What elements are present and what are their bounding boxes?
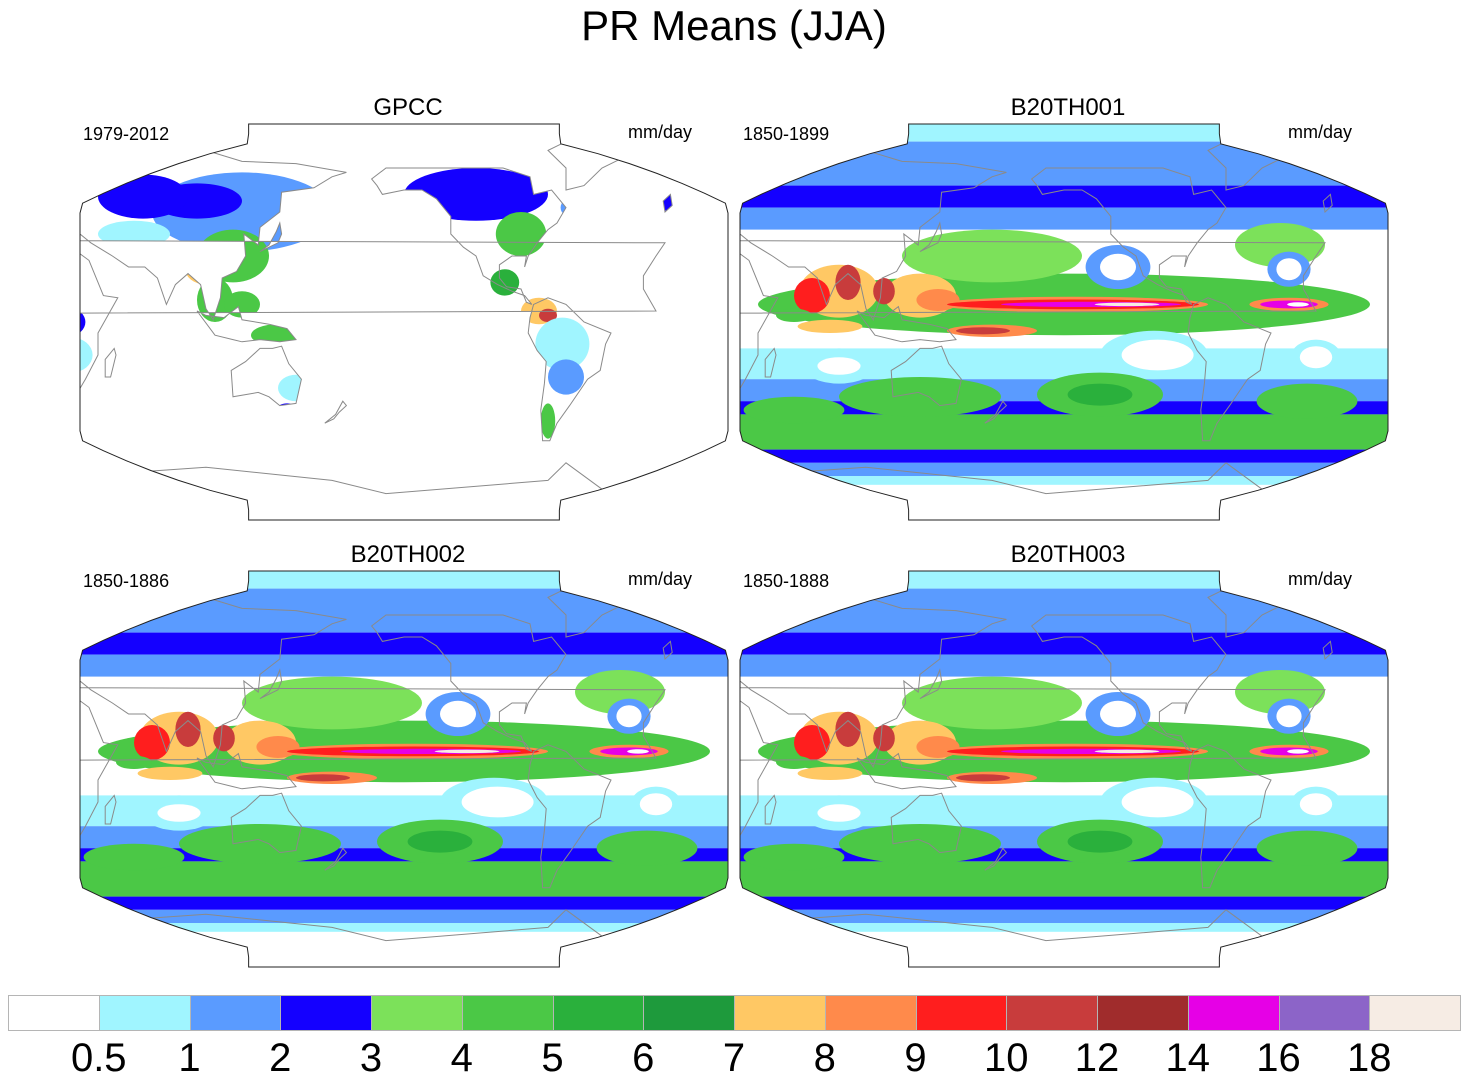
period-label: 1850-1888: [743, 571, 830, 591]
colorbar-tick-label: 5: [541, 1036, 564, 1080]
panel-title: B20TH003: [1010, 541, 1126, 568]
colorbar-tick-label: 0.5: [70, 1036, 127, 1080]
units-label: mm/day: [1288, 122, 1353, 142]
panel-b20th003: B20TH003 1850-1888 mm/day: [738, 541, 1398, 981]
panel-gpcc: GPCC 1979-2012 mm/day: [78, 94, 738, 534]
colorbar-tick-label: 6: [632, 1036, 655, 1080]
colorbar-box: [552, 995, 644, 1031]
colorbar-tick-label: 8: [813, 1036, 836, 1080]
colorbar-box: [371, 995, 462, 1031]
colorbar-box: [643, 995, 734, 1031]
colorbar-box: [98, 995, 190, 1031]
colorbar-box: [1187, 995, 1279, 1031]
period-label: 1979-2012: [83, 124, 170, 144]
panel-title: B20TH001: [1010, 94, 1126, 121]
colorbar-tick-label: 4: [450, 1036, 473, 1080]
units-label: mm/day: [628, 122, 693, 142]
colorbar-tick-label: 7: [722, 1036, 746, 1080]
units-label: mm/day: [1288, 569, 1353, 589]
colorbar-box: [461, 995, 553, 1031]
period-label: 1850-1899: [743, 124, 830, 144]
colorbar: [8, 995, 1461, 1031]
colorbar-tick-label: 2: [269, 1036, 292, 1080]
colorbar-box: [1369, 995, 1461, 1031]
colorbar-box: [280, 995, 371, 1031]
colorbar-tick-label: 10: [984, 1036, 1029, 1080]
colorbar-tick-label: 9: [904, 1036, 927, 1080]
precip-map: [79, 570, 729, 968]
colorbar-tick-label: 12: [1074, 1036, 1120, 1080]
units-label: mm/day: [628, 569, 693, 589]
colorbar-box: [1278, 995, 1370, 1031]
colorbar-box: [8, 995, 99, 1031]
precip-map: [739, 570, 1389, 968]
colorbar-tick-label: 18: [1347, 1036, 1392, 1080]
figure-title: PR Means (JJA): [581, 2, 887, 49]
colorbar-box: [734, 995, 825, 1031]
precip-map: [739, 123, 1389, 521]
panel-title: B20TH002: [350, 541, 466, 568]
colorbar-box: [915, 995, 1007, 1031]
panel-b20th002: B20TH002 1850-1886 mm/day: [78, 541, 738, 981]
colorbar-box: [824, 995, 916, 1031]
colorbar-tick-label: 16: [1256, 1036, 1301, 1080]
colorbar-box: [189, 995, 281, 1031]
panel-b20th001: B20TH001 1850-1899 mm/day: [738, 94, 1398, 534]
colorbar-box: [1006, 995, 1097, 1031]
colorbar-tick-label: 14: [1165, 1036, 1211, 1080]
colorbar-tick-label: 1: [178, 1036, 201, 1080]
colorbar-tick-label: 3: [359, 1036, 383, 1080]
precip-map: [79, 123, 729, 521]
period-label: 1850-1886: [83, 571, 170, 591]
panel-title: GPCC: [373, 94, 443, 121]
colorbar-box: [1097, 995, 1188, 1031]
